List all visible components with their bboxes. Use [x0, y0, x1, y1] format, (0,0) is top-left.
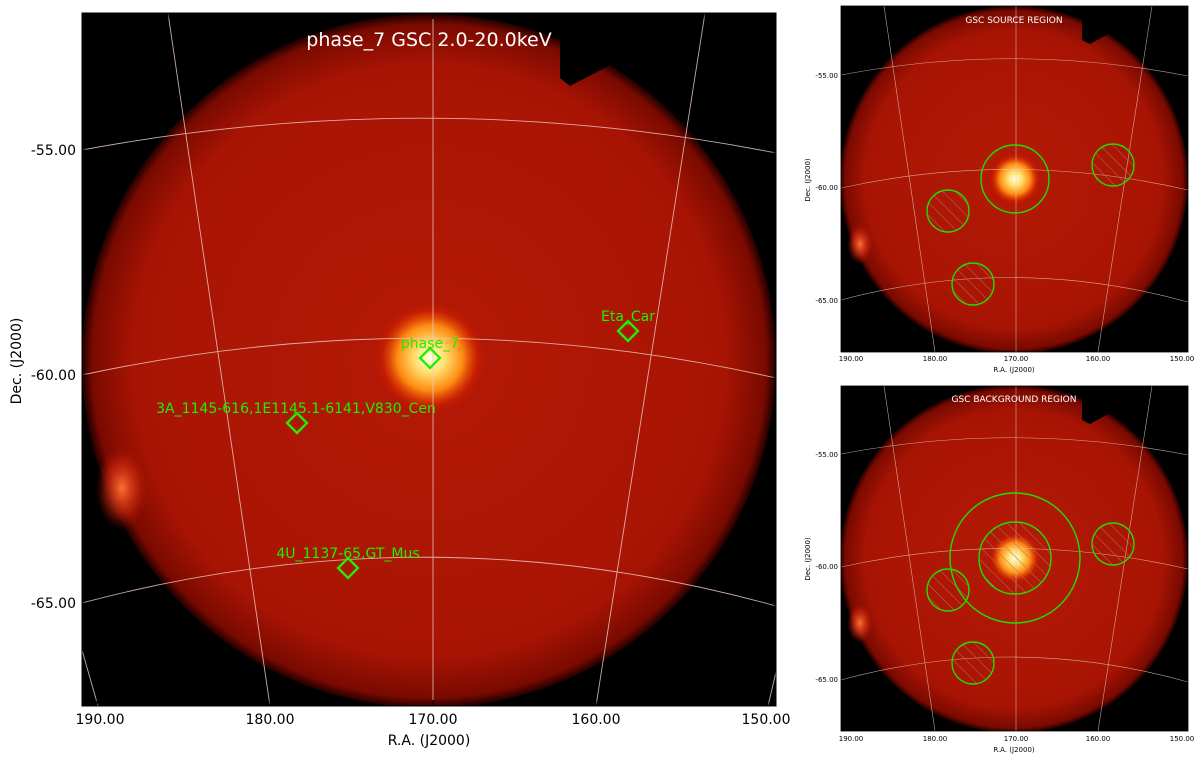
background-dec-tick-2: -60.00	[815, 563, 838, 571]
main-xlabel: R.A. (J2000)	[388, 733, 471, 749]
source-bkg-region-1	[926, 189, 970, 233]
source-coordinate-grid	[841, 6, 1188, 352]
main-image-panel: phase_7 Eta_Car 3A_1145-616,1E1145.1-614…	[9, 12, 791, 749]
main-ra-tick-3: 170.00	[409, 712, 458, 728]
source-glow	[987, 151, 1043, 207]
main-dec-tick-2: -60.00	[31, 368, 76, 384]
source-ra-tick-4: 160.00	[1086, 355, 1111, 363]
source-xlabel: R.A. (J2000)	[993, 366, 1035, 374]
source-extraction-region	[980, 144, 1050, 214]
background-ylabel: Dec. (J2000)	[804, 537, 812, 581]
background-ra-tick-1: 190.00	[839, 735, 864, 743]
marker-eta-car	[616, 319, 640, 343]
background-excluded-region-1	[926, 568, 970, 612]
source-bkg-region-2	[1091, 143, 1135, 187]
main-ra-tick-5: 150.00	[742, 712, 791, 728]
main-source-markers	[285, 319, 640, 580]
source-label-4u-1137: 4U_1137-65,GT_Mus	[276, 546, 419, 562]
background-ra-tick-3: 170.00	[1004, 735, 1029, 743]
main-ra-tick-1: 190.00	[76, 712, 125, 728]
background-ra-tick-2: 180.00	[923, 735, 948, 743]
source-ylabel: Dec. (J2000)	[804, 158, 812, 202]
source-dec-tick-2: -60.00	[815, 184, 838, 192]
main-ra-tick-4: 160.00	[572, 712, 621, 728]
source-bkg-region-3	[951, 262, 995, 306]
source-ra-tick-1: 190.00	[839, 355, 864, 363]
marker-phase7	[418, 346, 442, 370]
background-region-panel: GSC BACKGROUND REGION -55.00 -60.00 -65.…	[804, 385, 1194, 754]
background-excluded-region-3	[951, 641, 995, 685]
background-excluded-region-2	[1091, 522, 1135, 566]
main-coordinate-grid	[82, 13, 776, 706]
source-label-3a-1145: 3A_1145-616,1E1145.1-6141,V830_Cen	[156, 401, 436, 417]
main-ra-tick-2: 180.00	[246, 712, 295, 728]
marker-4u-1137	[336, 556, 360, 580]
background-dec-tick-3: -65.00	[815, 676, 838, 684]
background-panel-title: GSC BACKGROUND REGION	[952, 395, 1077, 405]
source-ra-tick-3: 170.00	[1004, 355, 1029, 363]
background-dec-tick-1: -55.00	[815, 451, 838, 459]
background-ra-tick-5: 150.00	[1170, 735, 1195, 743]
background-edge-glow	[847, 603, 873, 643]
main-title: phase_7 GSC 2.0-20.0keV	[306, 29, 551, 51]
source-dec-tick-3: -65.00	[815, 297, 838, 305]
main-ylabel: Dec. (J2000)	[9, 318, 25, 405]
source-ra-tick-5: 150.00	[1170, 355, 1195, 363]
marker-3a-1145	[285, 411, 309, 435]
source-dec-tick-1: -55.00	[815, 72, 838, 80]
main-dec-tick-1: -55.00	[31, 143, 76, 159]
background-xlabel: R.A. (J2000)	[993, 746, 1035, 754]
background-annulus-outer	[949, 492, 1081, 624]
main-edge-glow	[96, 446, 148, 530]
source-panel-title: GSC SOURCE REGION	[965, 16, 1062, 26]
source-label-phase7: phase_7	[401, 336, 459, 352]
source-edge-glow	[847, 224, 873, 264]
background-coordinate-grid	[841, 386, 1188, 731]
source-region-panel: GSC SOURCE REGION -55.00 -60.00 -65.00 1…	[804, 5, 1195, 374]
background-excluded-source	[978, 521, 1052, 595]
source-label-eta-car: Eta_Car	[601, 309, 655, 325]
main-dec-tick-3: -65.00	[31, 596, 76, 612]
background-ra-tick-4: 160.00	[1086, 735, 1111, 743]
main-source-glow	[370, 298, 490, 418]
main-frame	[81, 12, 777, 707]
source-ra-tick-2: 180.00	[923, 355, 948, 363]
